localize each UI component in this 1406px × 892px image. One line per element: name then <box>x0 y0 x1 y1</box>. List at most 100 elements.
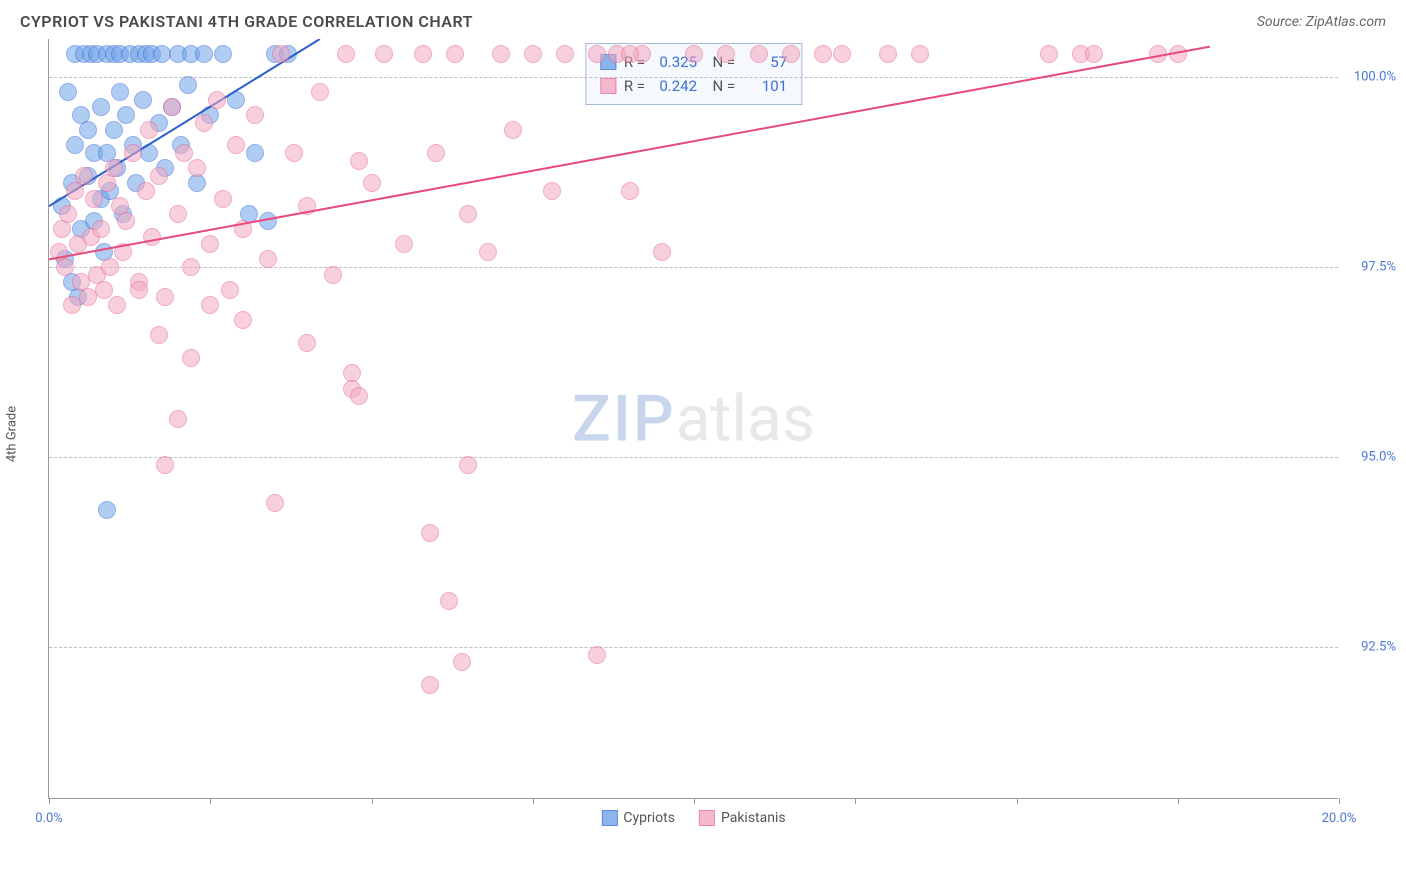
data-point <box>621 182 639 200</box>
x-tick <box>855 798 856 804</box>
gridline <box>49 267 1338 268</box>
data-point <box>137 182 155 200</box>
data-point <box>156 288 174 306</box>
data-point <box>556 45 574 63</box>
data-point <box>182 258 200 276</box>
data-point <box>1040 45 1058 63</box>
data-point <box>440 592 458 610</box>
y-tick-label: 95.0% <box>1361 450 1396 465</box>
data-point <box>524 45 542 63</box>
data-point <box>227 91 245 109</box>
data-point <box>421 524 439 542</box>
data-point <box>66 182 84 200</box>
data-point <box>350 152 368 170</box>
chart-source: Source: ZipAtlas.com <box>1257 14 1386 30</box>
data-point <box>124 144 142 162</box>
data-point <box>446 45 464 63</box>
data-point <box>492 45 510 63</box>
data-point <box>169 205 187 223</box>
data-point <box>175 144 193 162</box>
legend-swatch <box>699 810 715 826</box>
data-point <box>459 205 477 223</box>
x-tick <box>49 798 50 804</box>
data-point <box>169 410 187 428</box>
data-point <box>717 45 735 63</box>
data-point <box>214 190 232 208</box>
data-point <box>588 646 606 664</box>
data-point <box>543 182 561 200</box>
y-tick-label: 97.5% <box>1361 260 1396 275</box>
data-point <box>833 45 851 63</box>
data-point <box>324 266 342 284</box>
series-legend: CypriotsPakistanis <box>601 810 785 826</box>
data-point <box>95 281 113 299</box>
legend-swatch <box>601 810 617 826</box>
data-point <box>66 136 84 154</box>
data-point <box>621 45 639 63</box>
data-point <box>298 334 316 352</box>
data-point <box>414 45 432 63</box>
data-point <box>653 243 671 261</box>
data-point <box>814 45 832 63</box>
x-tick-label: 0.0% <box>35 811 63 826</box>
data-point <box>375 45 393 63</box>
data-point <box>879 45 897 63</box>
data-point <box>98 501 116 519</box>
data-point <box>92 220 110 238</box>
y-tick-label: 92.5% <box>1361 640 1396 655</box>
data-point <box>272 45 290 63</box>
data-point <box>285 144 303 162</box>
data-point <box>227 136 245 154</box>
data-point <box>337 45 355 63</box>
data-point <box>266 494 284 512</box>
data-point <box>85 190 103 208</box>
data-point <box>150 326 168 344</box>
data-point <box>750 45 768 63</box>
data-point <box>1169 45 1187 63</box>
chart-title: CYPRIOT VS PAKISTANI 4TH GRADE CORRELATI… <box>20 12 473 31</box>
data-point <box>259 250 277 268</box>
data-point <box>111 83 129 101</box>
x-tick-label: 20.0% <box>1322 811 1357 826</box>
data-point <box>59 83 77 101</box>
data-point <box>201 296 219 314</box>
data-point <box>311 83 329 101</box>
data-point <box>504 121 522 139</box>
data-point <box>208 91 226 109</box>
data-point <box>105 159 123 177</box>
data-point <box>117 106 135 124</box>
data-point <box>479 243 497 261</box>
x-tick <box>533 798 534 804</box>
plot-region: ZIPatlas R =0.325 N =57R =0.242 N =101 C… <box>48 39 1338 799</box>
data-point <box>221 281 239 299</box>
data-point <box>298 197 316 215</box>
data-point <box>427 144 445 162</box>
data-point <box>188 159 206 177</box>
trend-line <box>49 39 1339 799</box>
data-point <box>101 258 119 276</box>
chart-area: 4th Grade ZIPatlas R =0.325 N =57R =0.24… <box>48 39 1388 829</box>
watermark-zip: ZIP <box>572 381 676 456</box>
data-point <box>246 106 264 124</box>
x-tick <box>694 798 695 804</box>
data-point <box>105 121 123 139</box>
legend-item: Pakistanis <box>699 810 786 826</box>
chart-header: CYPRIOT VS PAKISTANI 4TH GRADE CORRELATI… <box>0 0 1406 39</box>
x-tick <box>210 798 211 804</box>
data-point <box>195 45 213 63</box>
data-point <box>163 98 181 116</box>
data-point <box>453 653 471 671</box>
data-point <box>108 296 126 314</box>
data-point <box>911 45 929 63</box>
data-point <box>134 91 152 109</box>
data-point <box>234 311 252 329</box>
legend-label: Pakistanis <box>721 810 786 826</box>
data-point <box>156 456 174 474</box>
data-point <box>782 45 800 63</box>
series-swatch <box>600 78 616 94</box>
data-point <box>182 349 200 367</box>
data-point <box>195 114 213 132</box>
y-axis-label: 4th Grade <box>5 406 20 462</box>
data-point <box>59 205 77 223</box>
x-tick <box>1178 798 1179 804</box>
